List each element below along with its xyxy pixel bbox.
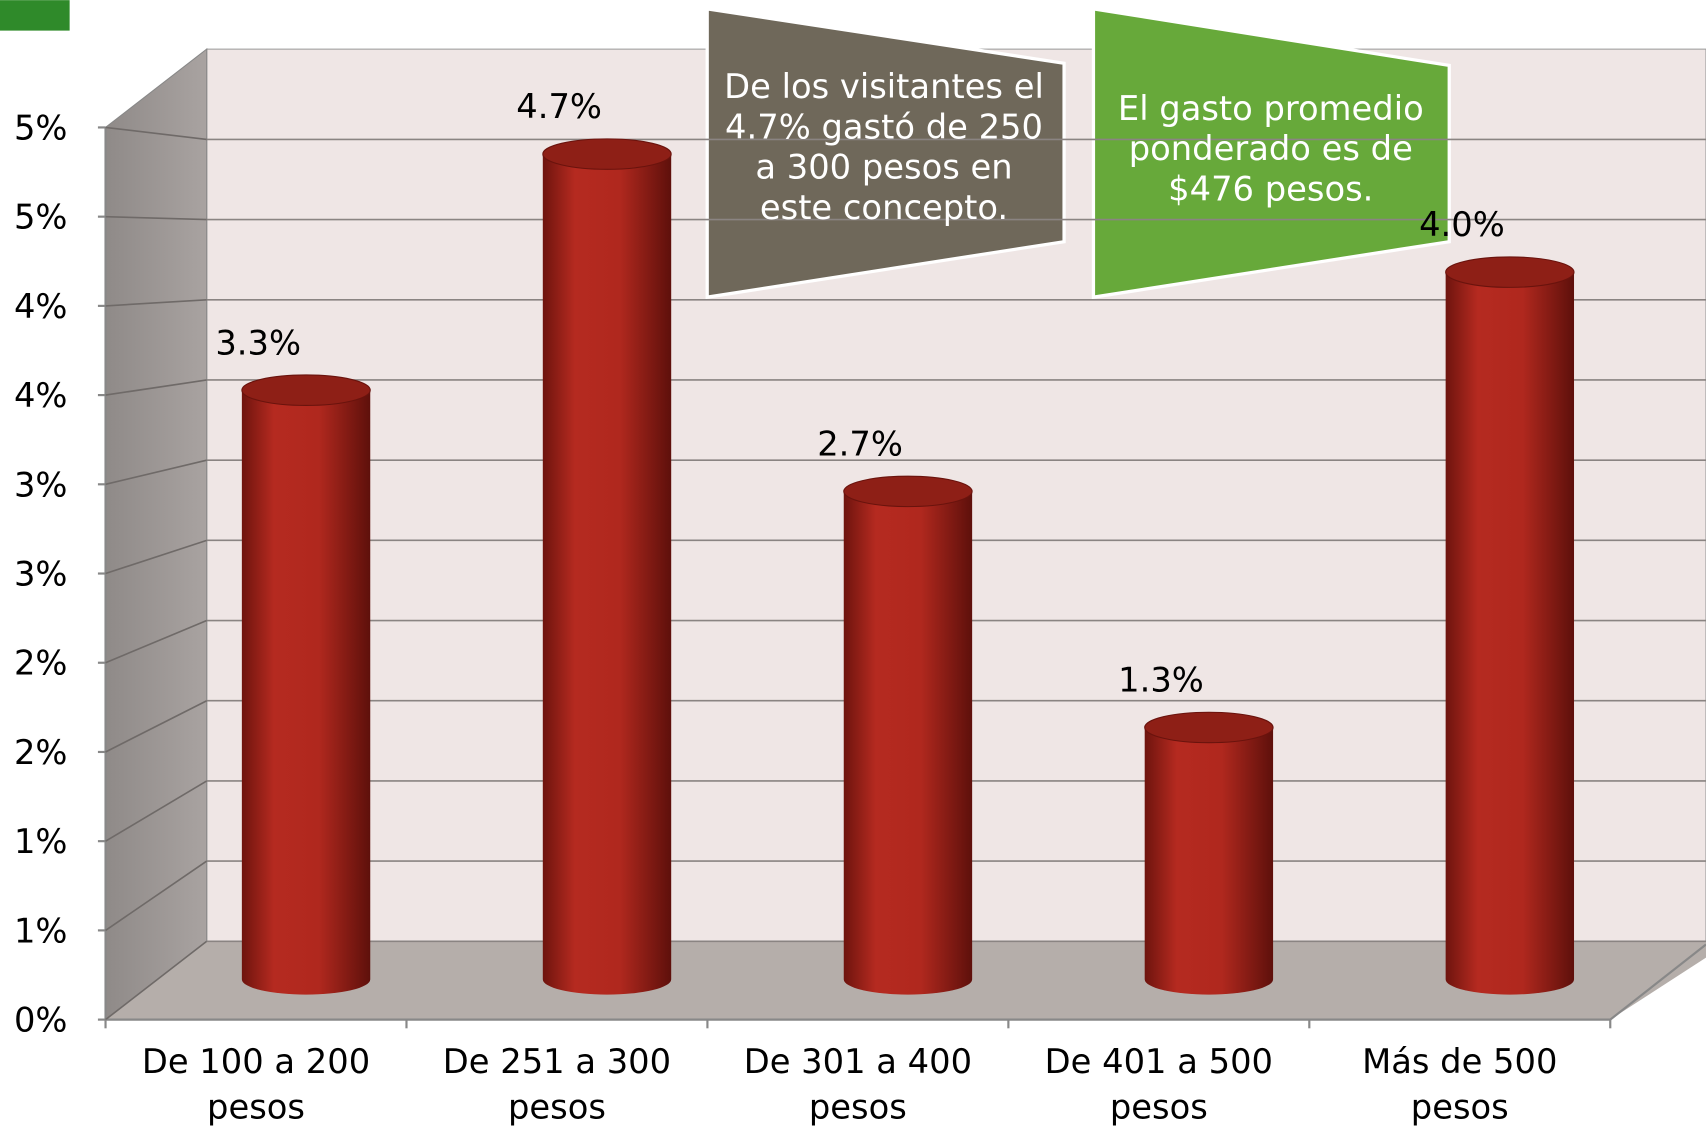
y-tick-label: 1% [14, 822, 68, 861]
bar [1144, 727, 1274, 995]
bar [542, 154, 672, 995]
x-tick-label: De 251 a 300 pesos [442, 1042, 672, 1128]
y-tick-label: 1% [14, 911, 68, 950]
x-tick-label-box: De 100 a 200 pesos [141, 1042, 371, 1128]
y-tick-label: 4% [14, 376, 68, 415]
x-tick-label: De 401 a 500 pesos [1044, 1042, 1273, 1128]
bar [1445, 272, 1575, 995]
side-wall [104, 47, 208, 1021]
y-tick-label: 4% [14, 287, 68, 326]
bar-top [843, 475, 973, 508]
grid-line [105, 215, 207, 221]
grid-line [105, 539, 207, 575]
value-label: 4.7% [516, 87, 602, 126]
bar [843, 491, 973, 995]
callout-box [1091, 6, 1451, 300]
grid-line [105, 860, 208, 932]
annotation-box: De los visitantes el 4.7% gastó de 250 a… [724, 67, 1044, 228]
bar-top [542, 138, 672, 170]
x-tick-label: De 100 a 200 pesos [141, 1042, 371, 1128]
grid-line [105, 780, 208, 842]
y-tick-label: 0% [14, 1001, 68, 1040]
x-tick-label-box: De 401 a 500 pesos [1044, 1042, 1273, 1128]
grid-line [105, 126, 207, 141]
grid-line [105, 459, 207, 486]
grid-line [105, 298, 207, 307]
x-tick-label: Más de 500 pesos [1362, 1042, 1558, 1128]
bar-top [241, 374, 371, 406]
floor-edge [1609, 943, 1706, 1021]
x-tick-label: De 301 a 400 pesos [743, 1042, 973, 1128]
grid-line [105, 940, 208, 1021]
bar [241, 390, 371, 995]
y-tick-label: 5% [14, 108, 68, 147]
y-tick-label: 3% [14, 554, 68, 593]
y-tick-label: 5% [14, 198, 68, 237]
x-tick-label-box: De 301 a 400 pesos [743, 1042, 973, 1128]
x-tick-label-box: De 251 a 300 pesos [442, 1042, 672, 1128]
y-tick-label: 3% [14, 465, 68, 504]
bar-top [1144, 711, 1274, 744]
y-tick-label: 2% [14, 733, 68, 772]
x-tick-label-box: Más de 500 pesos [1362, 1042, 1558, 1128]
grid-line [105, 699, 208, 753]
annotation-box: El gasto promedio ponderado es de $476 p… [1117, 89, 1424, 210]
value-label: 1.3% [1118, 661, 1204, 700]
annotation: El gasto promedio ponderado es de $476 p… [1117, 89, 1424, 210]
annotation: De los visitantes el 4.7% gastó de 250 a… [724, 67, 1044, 228]
value-label: 2.7% [817, 424, 903, 463]
corner-decoration [0, 0, 70, 31]
grid-line [105, 619, 208, 664]
value-label: 4.0% [1419, 205, 1505, 244]
value-label: 3.3% [215, 323, 301, 362]
bar-top [1445, 256, 1575, 288]
grid-line [105, 379, 207, 396]
callout-box [705, 6, 1066, 300]
y-tick-label: 2% [14, 644, 68, 683]
